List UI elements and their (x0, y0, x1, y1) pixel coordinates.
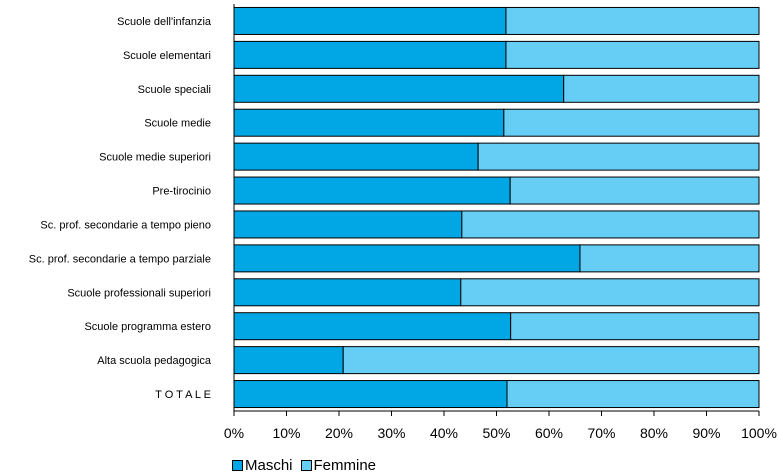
x-tick-label: 70% (587, 425, 615, 441)
bar-femmine (342, 346, 760, 375)
x-tick-label: 100% (741, 425, 777, 441)
x-tick-label: 50% (482, 425, 510, 441)
bar-maschi (233, 380, 508, 409)
bar-maschi (233, 176, 511, 205)
bar-maschi (233, 108, 505, 137)
bar-femmine (505, 40, 760, 69)
x-axis-ticks: 0% 10% 20% 30% 40% 50% 60% 70% 80% 90% 100% (224, 411, 777, 441)
bar-maschi (233, 312, 512, 341)
bar-femmine (477, 142, 760, 171)
x-tick-label: 20% (325, 425, 353, 441)
x-tick-label: 40% (430, 425, 458, 441)
category-label: Scuole professionali superiori (67, 287, 211, 299)
category-label: Scuole medie superiori (99, 152, 211, 164)
legend-label-femmine: Femmine (313, 457, 377, 474)
legend-item-maschi: Maschi (232, 457, 293, 474)
bar-maschi (233, 40, 507, 69)
legend-item-femmine: Femmine (300, 457, 377, 474)
category-label: Alta scuola pedagogica (97, 355, 212, 367)
category-label: Scuole speciali (138, 84, 211, 96)
bar-maschi (233, 74, 565, 103)
bars-group (233, 6, 760, 409)
category-label: Scuole dell'infanzia (117, 16, 212, 28)
legend-swatch-maschi (232, 460, 243, 471)
bar-femmine (509, 176, 760, 205)
category-label: Scuole elementari (123, 50, 211, 62)
category-label: Sc. prof. secondarie a tempo parziale (29, 253, 211, 265)
legend: Maschi Femmine (232, 457, 380, 474)
x-tick-label: 30% (377, 425, 405, 441)
category-label: Scuole programma estero (84, 321, 211, 333)
bar-femmine (510, 312, 760, 341)
bar-maschi (233, 278, 462, 307)
category-label: T O T A L E (155, 389, 211, 401)
bar-femmine (563, 74, 760, 103)
category-label: Pre-tirocinio (152, 186, 211, 198)
bar-maschi (233, 244, 581, 273)
bar-femmine (506, 380, 760, 409)
bar-femmine (503, 108, 760, 137)
bar-maschi (233, 346, 344, 375)
category-label: Sc. prof. secondarie a tempo pieno (40, 219, 211, 231)
bar-maschi (233, 6, 507, 35)
bar-femmine (460, 278, 760, 307)
category-label: Scuole medie (144, 118, 211, 130)
bar-femmine (579, 244, 760, 273)
bar-femmine (461, 210, 760, 239)
x-tick-label: 0% (224, 425, 244, 441)
bar-maschi (233, 210, 463, 239)
x-tick-label: 80% (640, 425, 668, 441)
bar-femmine (505, 6, 760, 35)
legend-label-maschi: Maschi (245, 457, 293, 474)
x-tick-label: 60% (535, 425, 563, 441)
x-tick-label: 10% (272, 425, 300, 441)
bar-maschi (233, 142, 479, 171)
x-tick-label: 90% (692, 425, 720, 441)
legend-swatch-femmine (300, 460, 312, 471)
category-labels: Scuole dell'infanzia Scuole elementari Scu… (29, 16, 212, 401)
